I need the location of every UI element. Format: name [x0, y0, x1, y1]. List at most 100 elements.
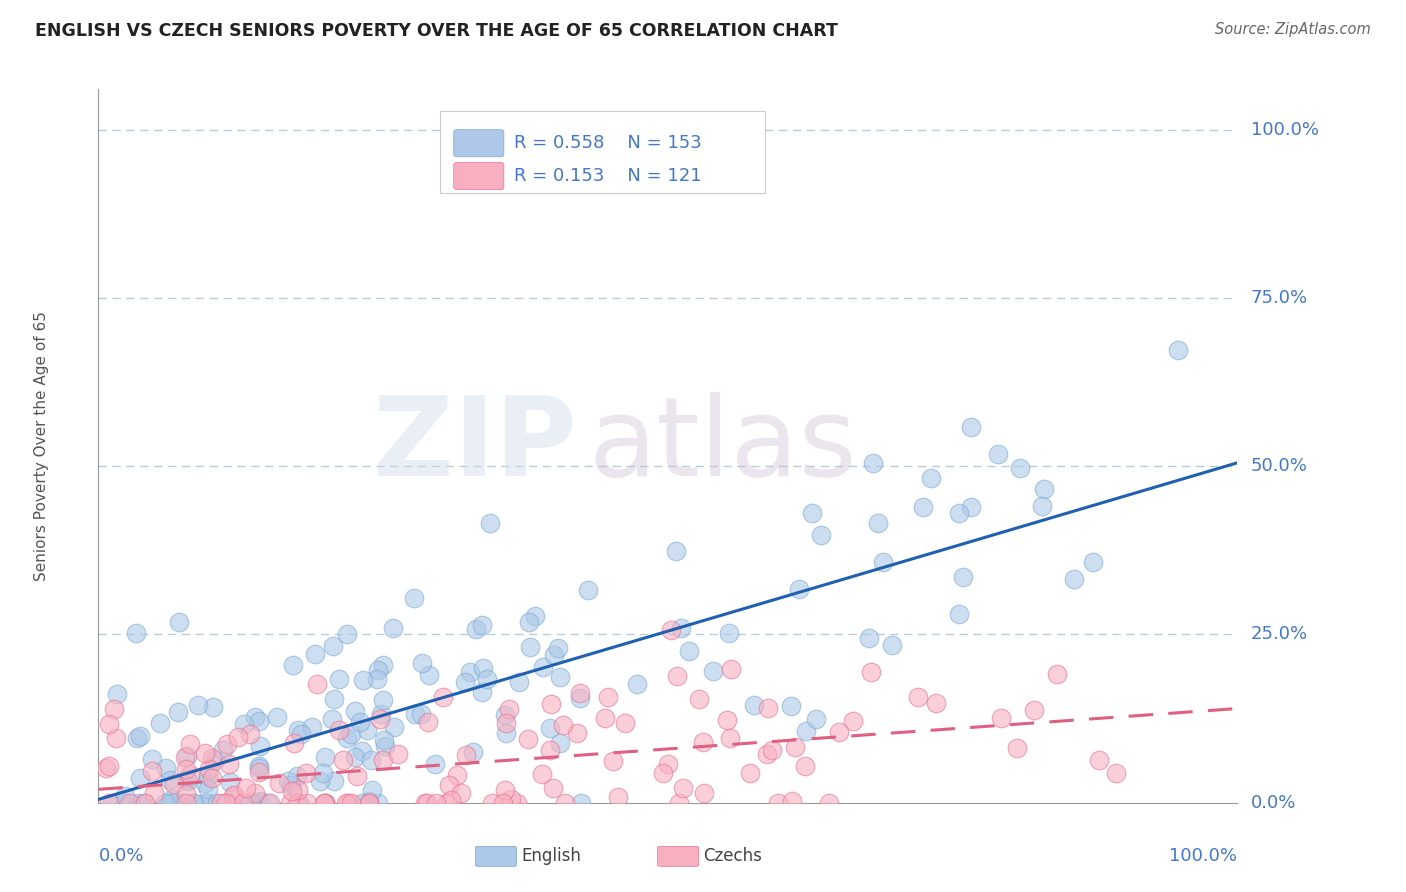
- Point: [780, 699, 803, 714]
- Point: [304, 647, 326, 661]
- Point: [105, 687, 128, 701]
- Point: [346, 769, 368, 783]
- Point: [183, 796, 205, 810]
- Point: [576, 582, 599, 597]
- Point: [166, 705, 188, 719]
- Text: Source: ZipAtlas.com: Source: ZipAtlas.com: [1215, 22, 1371, 37]
- Point: [323, 692, 346, 706]
- Point: [543, 648, 565, 662]
- Point: [194, 796, 217, 810]
- Point: [800, 506, 823, 520]
- FancyBboxPatch shape: [658, 847, 699, 866]
- Point: [841, 714, 863, 728]
- Point: [541, 781, 564, 796]
- Point: [159, 796, 181, 810]
- Text: 75.0%: 75.0%: [1251, 289, 1308, 307]
- Point: [458, 665, 481, 680]
- Point: [245, 787, 267, 801]
- Point: [373, 733, 395, 747]
- Point: [425, 796, 447, 810]
- Point: [437, 778, 460, 792]
- Point: [907, 690, 929, 704]
- Point: [356, 723, 378, 737]
- Point: [215, 796, 238, 810]
- Point: [657, 756, 679, 771]
- Point: [990, 711, 1012, 725]
- Point: [247, 761, 270, 775]
- Point: [567, 726, 589, 740]
- Point: [205, 796, 228, 810]
- Point: [278, 796, 301, 810]
- Point: [343, 704, 366, 718]
- Point: [308, 773, 330, 788]
- Point: [446, 768, 468, 782]
- Point: [464, 622, 486, 636]
- Point: [538, 721, 561, 735]
- Point: [688, 691, 710, 706]
- Point: [508, 675, 530, 690]
- Point: [370, 707, 392, 722]
- Point: [197, 796, 219, 810]
- Point: [862, 457, 884, 471]
- Point: [160, 792, 183, 806]
- Point: [181, 796, 204, 810]
- Point: [247, 765, 270, 780]
- FancyBboxPatch shape: [440, 111, 765, 193]
- Point: [174, 763, 197, 777]
- Point: [602, 754, 624, 768]
- Point: [373, 753, 395, 767]
- Point: [163, 777, 186, 791]
- Point: [336, 627, 359, 641]
- Point: [174, 796, 197, 810]
- Text: ZIP: ZIP: [374, 392, 576, 500]
- Point: [314, 796, 336, 810]
- Point: [240, 796, 263, 810]
- Point: [782, 793, 804, 807]
- Point: [471, 618, 494, 632]
- Point: [367, 796, 389, 810]
- Point: [471, 661, 494, 675]
- Point: [720, 662, 742, 676]
- Point: [517, 731, 540, 746]
- Point: [668, 796, 690, 810]
- Point: [425, 756, 447, 771]
- Point: [418, 668, 440, 682]
- Point: [352, 744, 374, 758]
- Point: [793, 759, 815, 773]
- Point: [125, 731, 148, 746]
- Point: [239, 727, 262, 741]
- Point: [859, 665, 882, 680]
- Point: [349, 715, 371, 730]
- Point: [828, 725, 851, 739]
- Point: [669, 621, 692, 635]
- Text: atlas: atlas: [588, 392, 856, 500]
- Point: [212, 743, 235, 757]
- Point: [756, 700, 779, 714]
- Point: [440, 792, 463, 806]
- Text: 0.0%: 0.0%: [98, 847, 143, 865]
- Point: [148, 716, 170, 731]
- Point: [540, 697, 562, 711]
- Point: [924, 696, 946, 710]
- Point: [911, 500, 934, 514]
- Point: [404, 706, 426, 721]
- Point: [129, 771, 152, 785]
- Point: [1083, 555, 1105, 569]
- Point: [339, 727, 361, 741]
- Point: [794, 724, 817, 739]
- Point: [872, 555, 894, 569]
- Point: [287, 723, 309, 738]
- Point: [322, 639, 344, 653]
- Point: [768, 796, 790, 810]
- Point: [517, 615, 540, 629]
- Point: [209, 796, 232, 810]
- Point: [717, 626, 740, 640]
- Point: [336, 796, 359, 810]
- Point: [249, 794, 271, 808]
- Point: [548, 736, 571, 750]
- Point: [127, 796, 149, 810]
- Point: [219, 774, 242, 789]
- Point: [1008, 461, 1031, 475]
- Point: [1088, 753, 1111, 767]
- Point: [952, 570, 974, 584]
